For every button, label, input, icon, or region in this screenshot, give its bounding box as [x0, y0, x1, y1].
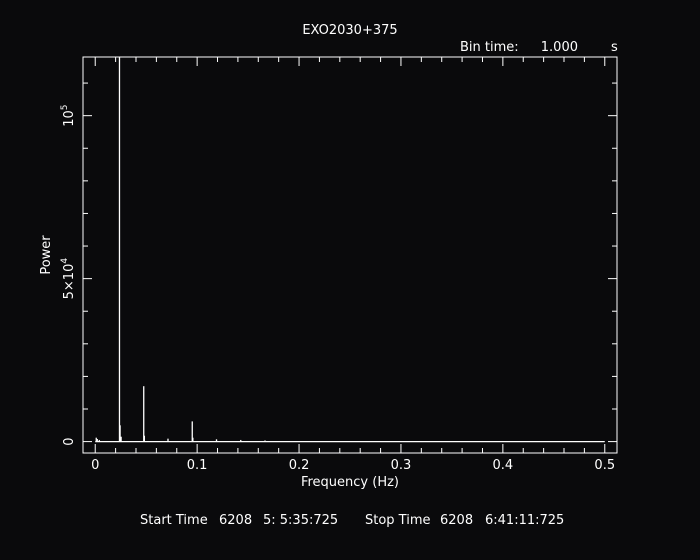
x-tick-label: 0.2: [289, 458, 310, 473]
stop-time-label: Stop Time: [365, 513, 431, 528]
bin-time-value: 1.000: [541, 40, 578, 55]
x-axis-label: Frequency (Hz): [301, 475, 399, 490]
x-tick-label: 0.1: [187, 458, 208, 473]
y-axis-tick-labels: 0 5×104 105: [60, 105, 77, 446]
y-axis-label: Power: [39, 235, 54, 275]
x-tick-label: 0.5: [594, 458, 615, 473]
y-tick-label: 105: [60, 105, 77, 127]
x-tick-label: 0.4: [493, 458, 514, 473]
x-axis-tick-labels: 0 0.1 0.2 0.3 0.4 0.5: [91, 458, 615, 473]
y-axis-ticks: [83, 82, 617, 443]
start-time-day: 6208: [219, 513, 252, 528]
bin-time-unit: s: [611, 40, 618, 55]
stop-time-day: 6208: [440, 513, 473, 528]
start-time-value: 5: 5:35:725: [263, 513, 338, 528]
x-axis-ticks: [94, 57, 606, 453]
y-tick-label: 0: [62, 437, 77, 445]
bin-time-label: Bin time:: [460, 40, 519, 55]
chart-title: EXO2030+375: [302, 23, 397, 38]
x-tick-label: 0.3: [391, 458, 412, 473]
stop-time-value: 6:41:11:725: [485, 513, 564, 528]
plot-frame: [82, 56, 618, 454]
x-tick-label: 0: [91, 458, 99, 473]
y-tick-label: 5×104: [60, 258, 77, 300]
start-time-label: Start Time: [140, 513, 208, 528]
power-series: [95, 57, 605, 443]
